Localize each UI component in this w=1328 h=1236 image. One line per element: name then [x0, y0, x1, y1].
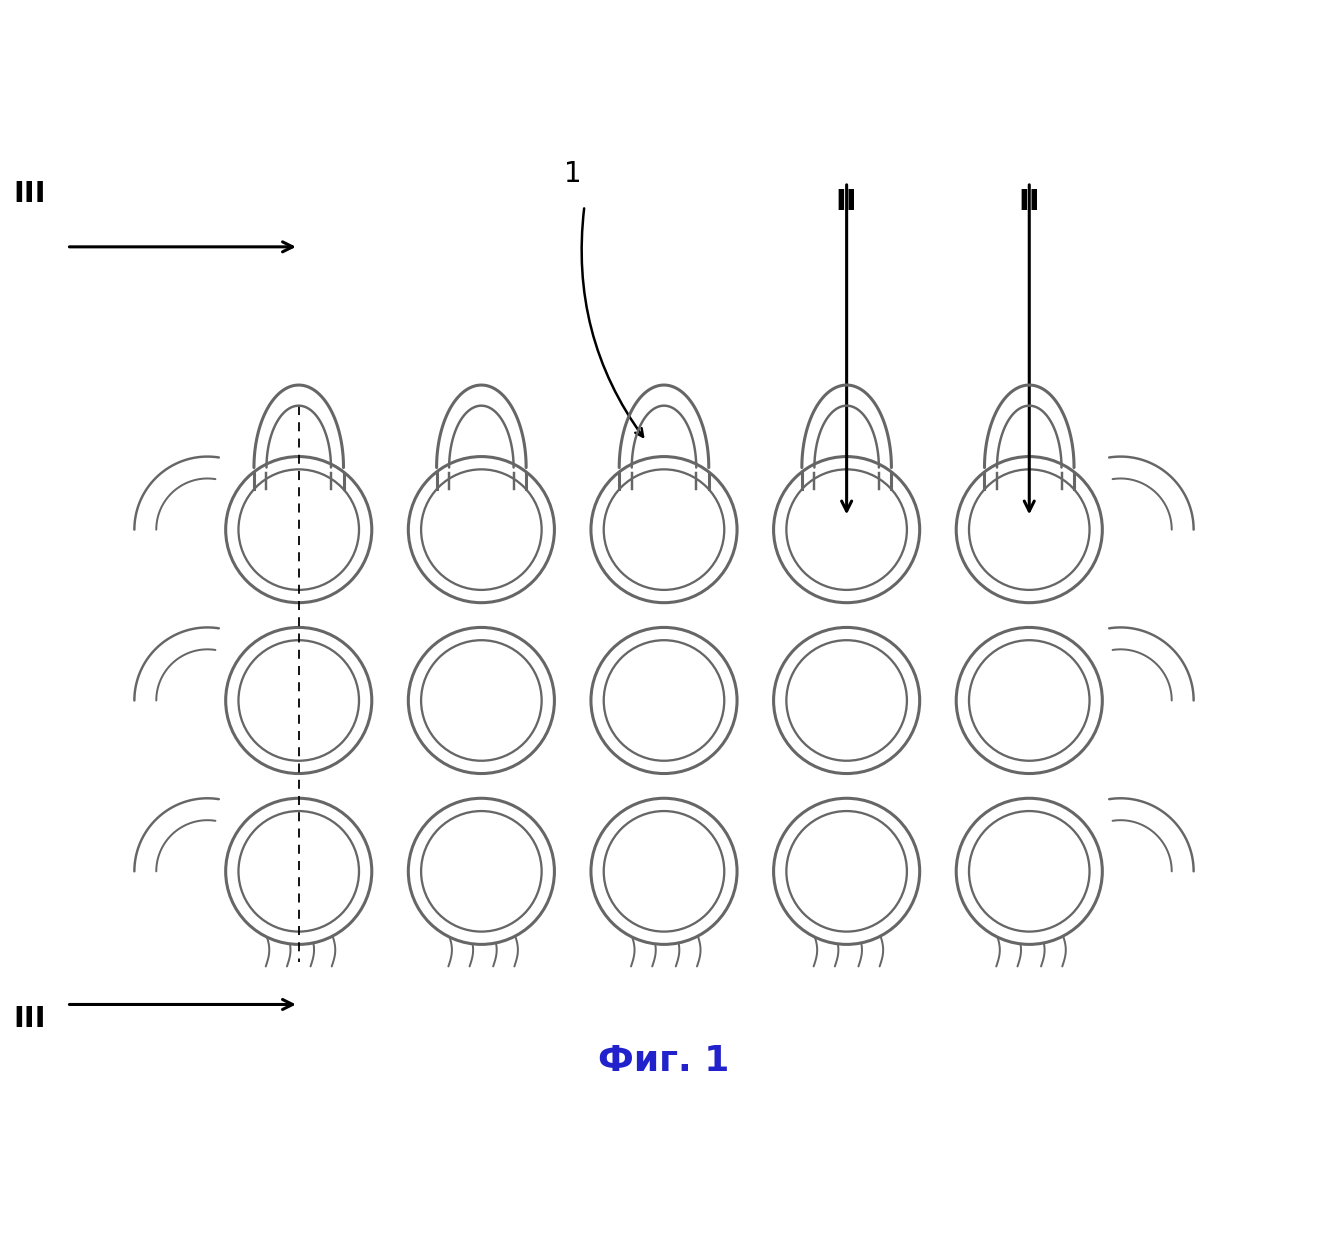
Text: II: II: [835, 188, 858, 216]
Ellipse shape: [774, 456, 920, 603]
Text: Фиг. 1: Фиг. 1: [599, 1043, 729, 1078]
Text: 1: 1: [564, 159, 582, 188]
Text: III: III: [13, 1005, 46, 1032]
Ellipse shape: [226, 798, 372, 944]
Ellipse shape: [591, 628, 737, 774]
Ellipse shape: [774, 628, 920, 774]
Ellipse shape: [226, 456, 372, 603]
Text: II: II: [1019, 188, 1040, 216]
Ellipse shape: [956, 456, 1102, 603]
Ellipse shape: [408, 798, 554, 944]
Ellipse shape: [591, 456, 737, 603]
Ellipse shape: [408, 456, 554, 603]
Ellipse shape: [591, 798, 737, 944]
Ellipse shape: [774, 798, 920, 944]
Ellipse shape: [226, 628, 372, 774]
Text: III: III: [13, 179, 46, 208]
Ellipse shape: [408, 628, 554, 774]
Ellipse shape: [956, 628, 1102, 774]
Ellipse shape: [956, 798, 1102, 944]
